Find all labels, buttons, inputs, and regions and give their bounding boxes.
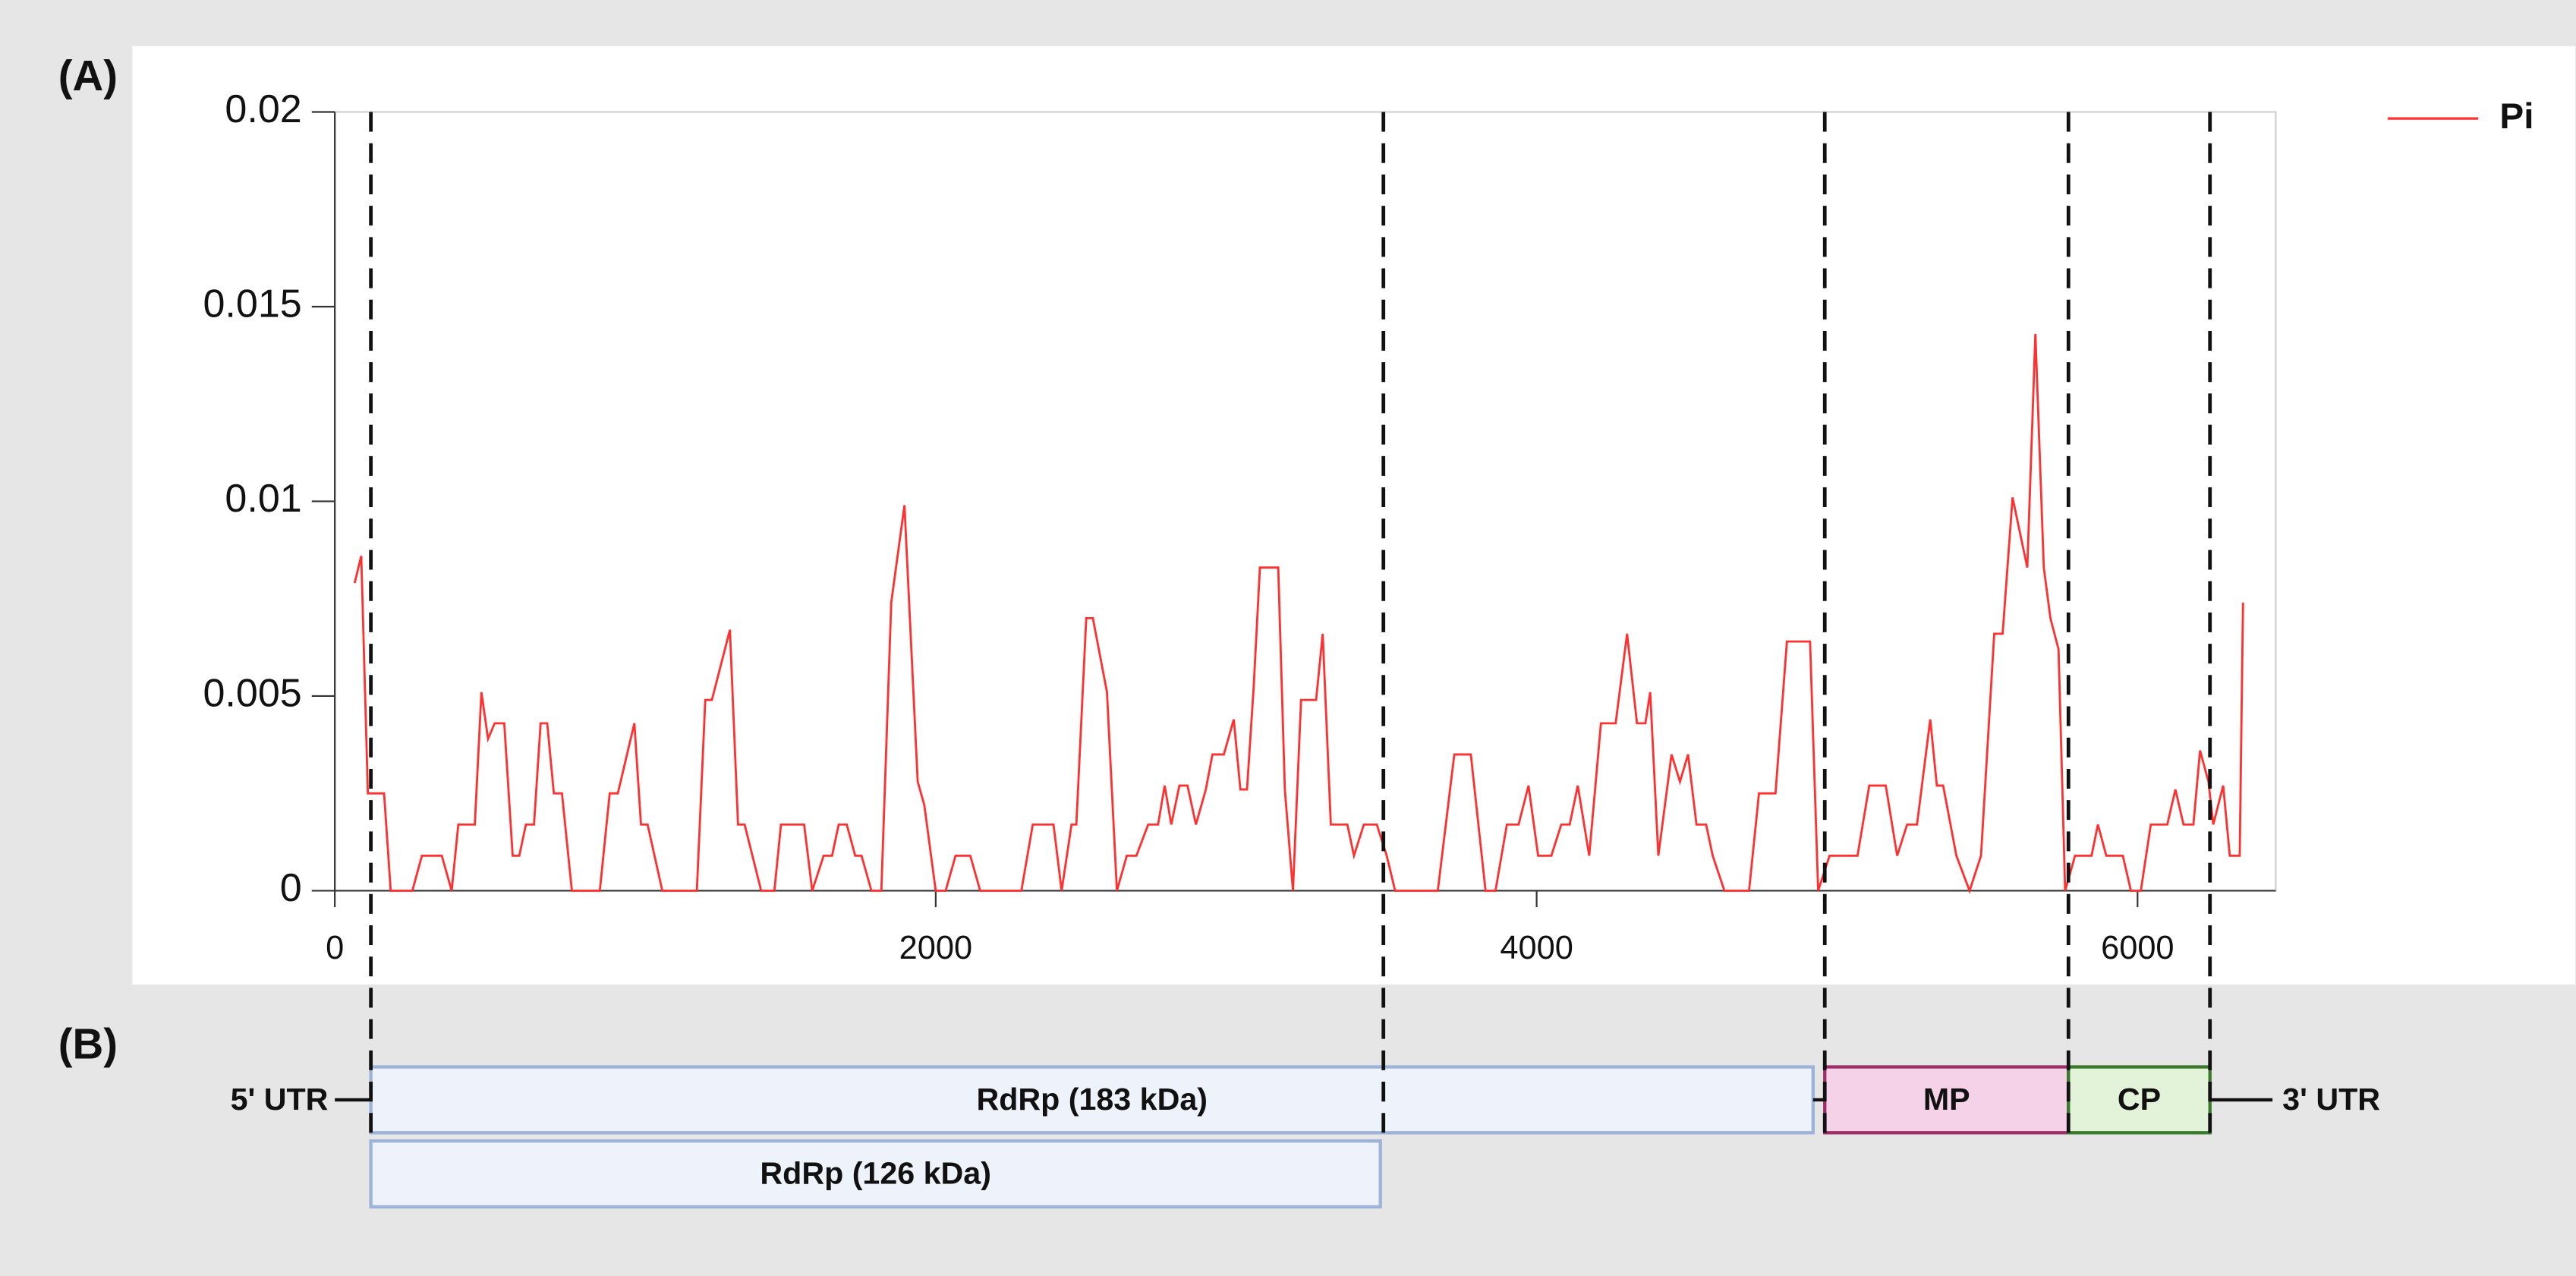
gene-box	[369, 1139, 1382, 1209]
y-tick-label: 0	[280, 866, 302, 910]
x-tick-label: 4000	[1500, 930, 1573, 966]
pi-line	[353, 333, 2244, 894]
x-tick-label: 0	[326, 930, 344, 966]
y-tick-label: 0.005	[203, 672, 301, 716]
utr-label: 3' UTR	[2282, 1082, 2380, 1117]
x-tick-label: 2000	[899, 930, 973, 966]
legend-label: Pi	[2499, 96, 2533, 137]
panel-label: (B)	[58, 1019, 118, 1067]
panel-label: (A)	[58, 52, 118, 99]
panel-a-background	[132, 46, 2576, 985]
utr-label: 5' UTR	[231, 1082, 329, 1117]
y-tick-label: 0.01	[225, 477, 301, 521]
x-tick-label: 6000	[2101, 930, 2174, 966]
y-tick-label: 0.015	[203, 282, 301, 326]
gene-box	[369, 1065, 1815, 1135]
gene-label: RdRp (126 kDa)	[760, 1156, 991, 1191]
gene-label: RdRp (183 kDa)	[976, 1082, 1208, 1117]
gene-label: CP	[2118, 1082, 2161, 1117]
y-tick-label: 0.02	[225, 87, 301, 131]
gene-label: MP	[1923, 1082, 1970, 1117]
gene-box	[1823, 1065, 2071, 1135]
